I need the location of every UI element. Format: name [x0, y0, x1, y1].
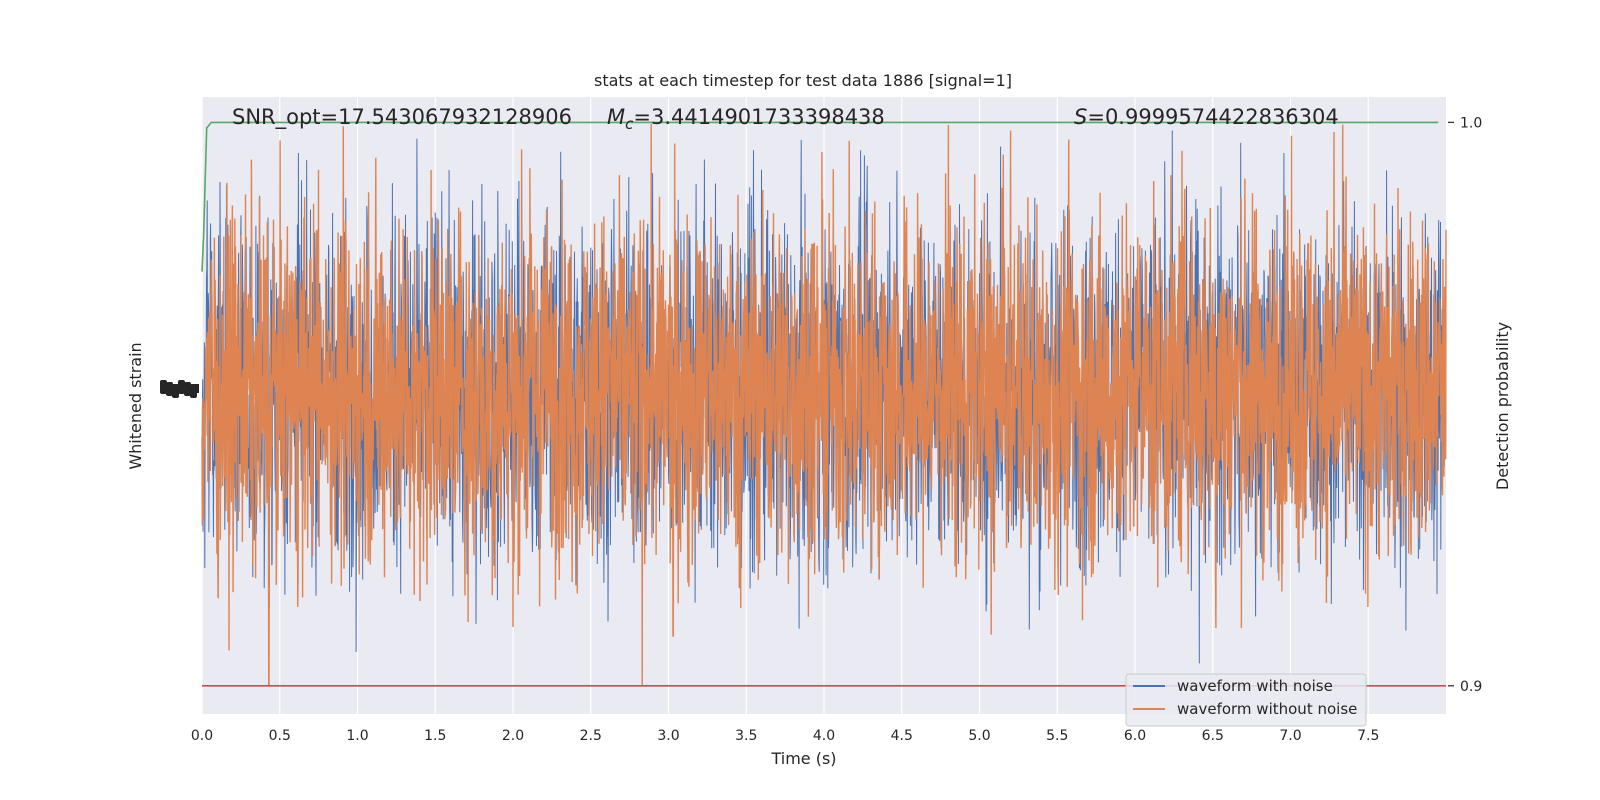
x-tick-label: 3.0 — [657, 728, 679, 744]
x-tick-label: 4.5 — [891, 728, 913, 744]
legend-label-with-noise: waveform with noise — [1177, 677, 1333, 695]
legend-label-without-noise: waveform without noise — [1177, 700, 1357, 718]
x-axis-label: Time (s) — [770, 749, 836, 768]
x-tick-label: 1.0 — [346, 728, 368, 744]
y-axis-label-right: Detection probability — [1493, 322, 1512, 490]
snr-annotation: SNR_opt=17.543067932128906 — [232, 105, 572, 130]
x-tick-label: 0.5 — [269, 728, 291, 744]
s-symbol: S — [1074, 105, 1087, 129]
x-tick-label: 6.0 — [1124, 728, 1146, 744]
x-tick-label: 7.5 — [1357, 728, 1379, 744]
legend: waveform with noise waveform without noi… — [1125, 673, 1367, 727]
x-tick-label: 4.0 — [813, 728, 835, 744]
x-tick-label: 5.5 — [1046, 728, 1068, 744]
x-tick-label: 1.5 — [424, 728, 446, 744]
mc-subscript: c — [625, 115, 634, 133]
y-axis-label-left: Whitened strain — [126, 342, 145, 469]
x-tick-label: 3.5 — [735, 728, 757, 744]
x-tick-label: 0.0 — [191, 728, 213, 744]
series-waveform-without-noise — [201, 123, 1447, 687]
right-y-tick-label: 1.0 — [1460, 115, 1482, 131]
mc-value: =3.4414901733398438 — [633, 105, 884, 129]
mc-symbol: M — [607, 105, 625, 129]
axes-layer: 0.0 0.5 1.0 1.5 2.0 2.5 3.0 3.5 4.0 4.5 5.0 5.5 6.0 6… — [160, 115, 1482, 744]
x-tick-label: 2.0 — [502, 728, 524, 744]
left-y-tick-labels-overlapped — [160, 380, 199, 398]
chirp-mass-annotation: Mc=3.4414901733398438 — [607, 105, 885, 133]
x-tick-label: 7.0 — [1279, 728, 1301, 744]
chart-title: stats at each timestep for test data 188… — [594, 71, 1012, 90]
right-y-tick-label: 0.9 — [1460, 679, 1482, 695]
x-tick-label: 5.0 — [968, 728, 990, 744]
legend-box — [1125, 673, 1367, 727]
s-value: =0.9999574422836304 — [1087, 105, 1338, 129]
x-tick-label: 2.5 — [580, 728, 602, 744]
significance-annotation: S=0.9999574422836304 — [1074, 105, 1339, 129]
x-tick-label: 6.5 — [1202, 728, 1224, 744]
series-detection-probability — [201, 121, 1439, 272]
